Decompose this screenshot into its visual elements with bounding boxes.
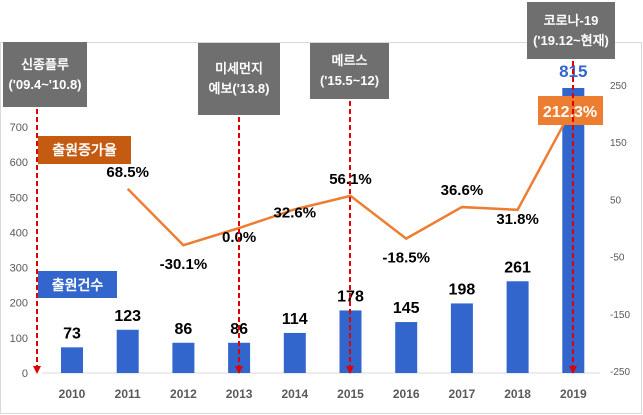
x-axis-tick: 2015	[337, 387, 364, 401]
x-axis-tick: 2014	[281, 387, 308, 401]
bar-data-label: 261	[504, 259, 531, 276]
rate-data-label: 212.3%	[543, 104, 597, 121]
bar	[283, 332, 306, 373]
annotation-title: 신종플루	[21, 56, 69, 72]
x-axis-tick: 2019	[560, 387, 587, 401]
event-marker-arrow-icon	[346, 366, 354, 374]
event-marker-arrow-icon	[569, 366, 577, 374]
x-axis-tick: 2016	[393, 387, 420, 401]
left-axis-tick: 500	[10, 192, 28, 204]
bar-data-label: 145	[393, 300, 420, 317]
bar-data-label: 123	[114, 308, 141, 325]
x-axis-tick: 2013	[226, 387, 253, 401]
annotation-swine-flu: 신종플루 ('09.4~'10.8)	[3, 42, 87, 107]
x-axis-tick: 2012	[170, 387, 197, 401]
right-axis-tick: -150	[610, 310, 630, 321]
right-axis-tick: -50	[610, 253, 625, 264]
left-axis-tick: 100	[10, 333, 28, 345]
annotation-mers: 메르스 ('15.5~12)	[310, 43, 389, 99]
legend-rate-label: 출원증가율	[38, 136, 131, 164]
rate-data-label: 31.8%	[496, 211, 539, 228]
rate-data-label: 36.6%	[441, 182, 484, 199]
annotation-covid: 코로나-19 ('19.12~현재)	[527, 2, 615, 59]
right-axis-tick: 50	[610, 195, 622, 206]
left-axis-tick: 400	[10, 227, 28, 239]
bar	[506, 281, 529, 373]
left-axis-tick: 300	[10, 263, 28, 275]
left-axis-tick: 700	[10, 122, 28, 134]
annotation-fine-dust: 미세먼지 예보('13.8)	[198, 43, 280, 115]
annotation-period: ('19.12~현재)	[533, 32, 609, 48]
rate-line	[126, 105, 575, 247]
event-marker-arrow-icon	[33, 366, 41, 374]
annotation-period: 예보('13.8)	[208, 81, 270, 96]
rate-data-label: 56.1%	[329, 171, 372, 188]
bar	[61, 347, 83, 373]
annotation-period: ('09.4~'10.8)	[8, 76, 82, 92]
right-axis-tick: 150	[610, 138, 627, 149]
left-axis-tick: 200	[10, 298, 28, 310]
annotation-period: ('15.5~12)	[319, 73, 380, 88]
plot-frame	[0, 42, 642, 414]
bar	[450, 303, 473, 373]
rate-data-label: 32.6%	[274, 204, 317, 221]
rate-data-label: 68.5%	[106, 164, 149, 181]
annotation-title: 미세먼지	[215, 61, 263, 76]
bar	[116, 329, 139, 373]
x-axis-tick: 2010	[59, 387, 86, 401]
bar-data-label: 86	[175, 321, 193, 338]
rate-label-box	[538, 96, 603, 125]
left-axis-tick: 600	[10, 157, 28, 169]
rate-data-label: -30.1%	[160, 256, 208, 273]
bar-data-label: 198	[449, 281, 476, 298]
left-axis-tick: 0	[22, 368, 28, 380]
bar	[395, 322, 418, 373]
annotation-title: 메르스	[331, 53, 368, 68]
rate-data-label: -18.5%	[382, 250, 430, 267]
event-marker-arrow-icon	[235, 366, 243, 374]
bar-data-label: 114	[282, 311, 308, 328]
annotation-title: 코로나-19	[543, 12, 599, 28]
right-axis-tick: -250	[610, 367, 630, 378]
bar-data-label: 73	[63, 325, 81, 342]
x-axis-tick: 2017	[449, 387, 476, 401]
right-axis-tick: 250	[610, 81, 627, 92]
x-axis-tick: 2011	[115, 387, 141, 401]
legend-count-label: 출원건수	[38, 271, 117, 298]
x-axis-tick: 2018	[504, 387, 531, 401]
bar	[172, 342, 195, 373]
